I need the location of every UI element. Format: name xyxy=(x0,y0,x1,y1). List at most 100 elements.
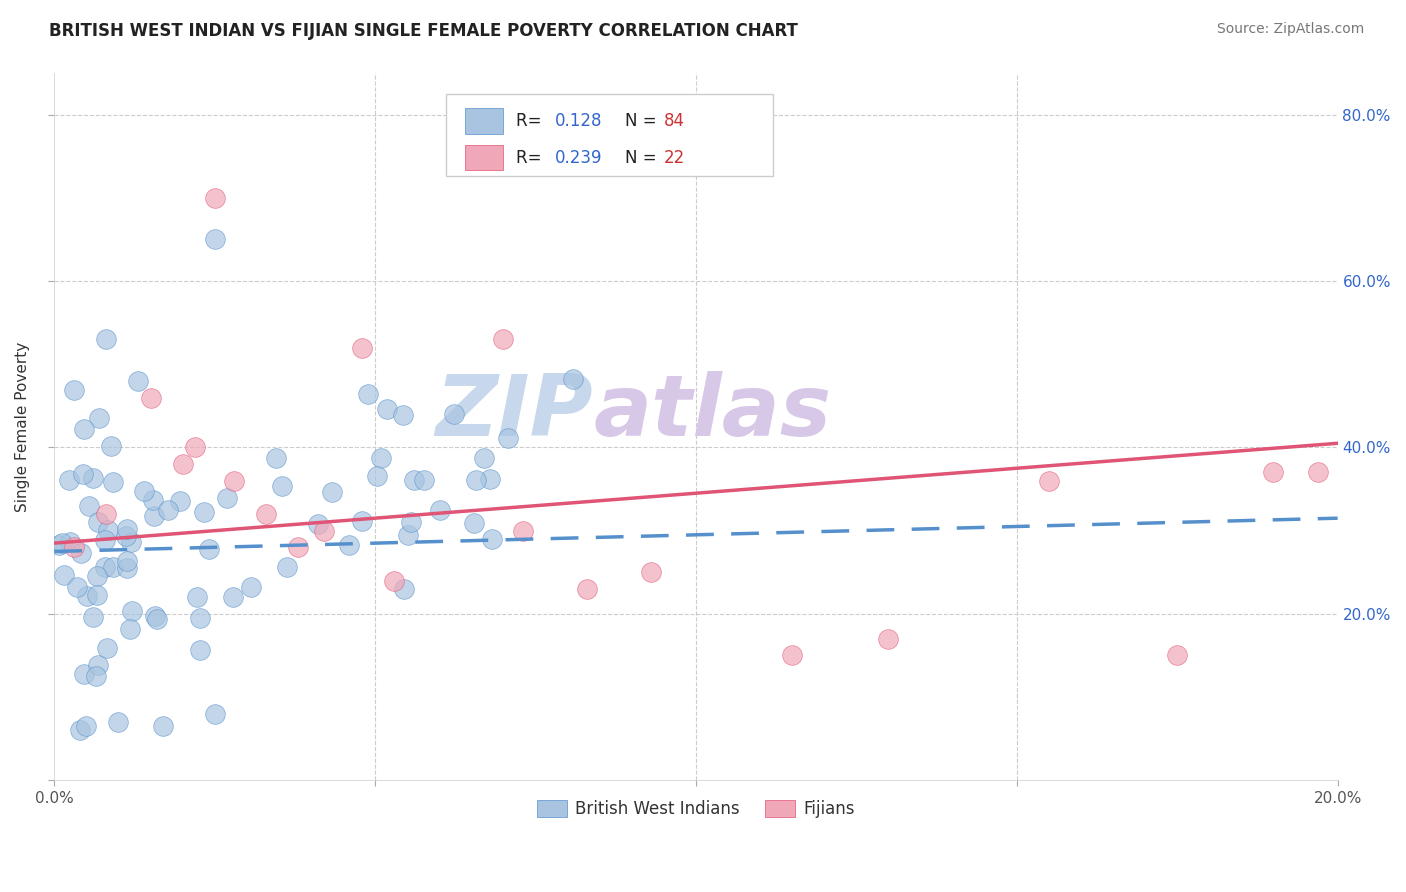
Point xyxy=(312,524,335,538)
Point xyxy=(366,468,388,483)
Point xyxy=(321,485,343,500)
Point xyxy=(107,714,129,729)
Point xyxy=(86,588,108,602)
Point xyxy=(143,608,166,623)
Point xyxy=(399,515,422,529)
Point xyxy=(142,493,165,508)
Point xyxy=(222,590,245,604)
Bar xyxy=(465,108,503,134)
Point xyxy=(94,533,117,548)
Point xyxy=(100,439,122,453)
Point xyxy=(86,568,108,582)
Point xyxy=(169,494,191,508)
Point xyxy=(188,643,211,657)
Point xyxy=(193,505,215,519)
Point xyxy=(62,541,84,555)
Point xyxy=(73,422,96,436)
Text: BRITISH WEST INDIAN VS FIJIAN SINGLE FEMALE POVERTY CORRELATION CHART: BRITISH WEST INDIAN VS FIJIAN SINGLE FEM… xyxy=(49,22,799,40)
Point xyxy=(204,191,226,205)
Point xyxy=(384,574,406,588)
Text: N =: N = xyxy=(626,112,657,130)
Point xyxy=(240,580,263,594)
Point xyxy=(101,475,124,490)
Point xyxy=(287,541,309,555)
Point xyxy=(87,411,110,425)
Point xyxy=(59,535,82,549)
Point xyxy=(70,546,93,560)
Point xyxy=(118,623,141,637)
Point xyxy=(222,474,245,488)
Point xyxy=(115,561,138,575)
Bar xyxy=(446,95,773,176)
Point xyxy=(75,719,97,733)
Point xyxy=(87,658,110,673)
Point xyxy=(184,441,207,455)
Point xyxy=(1038,474,1060,488)
Point xyxy=(375,402,398,417)
Point xyxy=(58,473,80,487)
Point xyxy=(73,667,96,681)
Point xyxy=(115,521,138,535)
Point xyxy=(1166,648,1188,663)
Text: ZIP: ZIP xyxy=(436,371,593,454)
Point xyxy=(48,538,70,552)
Text: N =: N = xyxy=(626,149,657,167)
Point xyxy=(77,499,100,513)
Point xyxy=(146,612,169,626)
Point xyxy=(398,528,420,542)
Point xyxy=(63,384,86,398)
Point xyxy=(94,332,117,346)
Point xyxy=(117,554,139,568)
Text: R=: R= xyxy=(516,112,547,130)
Point xyxy=(82,471,104,485)
Point xyxy=(512,524,534,538)
Point xyxy=(86,516,108,530)
Point xyxy=(443,408,465,422)
Point xyxy=(307,516,329,531)
Point xyxy=(82,610,104,624)
Text: 0.128: 0.128 xyxy=(555,112,602,130)
Point xyxy=(429,503,451,517)
Text: R=: R= xyxy=(516,149,547,167)
Point xyxy=(575,582,598,596)
Point xyxy=(1308,466,1330,480)
Point xyxy=(204,706,226,721)
Point xyxy=(94,560,117,574)
Text: 84: 84 xyxy=(664,112,685,130)
Point xyxy=(492,332,515,346)
Point xyxy=(52,568,75,582)
Point xyxy=(84,668,107,682)
Legend: British West Indians, Fijians: British West Indians, Fijians xyxy=(530,794,862,825)
Point xyxy=(337,538,360,552)
Point xyxy=(115,529,138,543)
Point xyxy=(156,502,179,516)
Text: atlas: atlas xyxy=(593,371,831,454)
Point xyxy=(94,507,117,521)
Point xyxy=(69,723,91,738)
Point xyxy=(404,473,426,487)
Point xyxy=(186,590,208,604)
Point xyxy=(392,409,415,423)
Text: Source: ZipAtlas.com: Source: ZipAtlas.com xyxy=(1216,22,1364,37)
Y-axis label: Single Female Poverty: Single Female Poverty xyxy=(15,342,30,512)
Point xyxy=(127,374,149,388)
Point xyxy=(496,431,519,445)
Point xyxy=(76,589,98,603)
Point xyxy=(394,582,416,597)
Point xyxy=(412,474,434,488)
Point xyxy=(350,514,373,528)
Point xyxy=(464,473,486,487)
Point xyxy=(472,450,495,465)
Text: 22: 22 xyxy=(664,149,685,167)
Point xyxy=(134,483,156,498)
Bar xyxy=(465,145,503,170)
Point xyxy=(478,472,501,486)
Point xyxy=(120,534,142,549)
Point xyxy=(877,632,900,646)
Point xyxy=(561,371,583,385)
Point xyxy=(215,491,238,505)
Point xyxy=(204,232,226,246)
Point xyxy=(271,478,294,492)
Point xyxy=(481,532,503,546)
Point xyxy=(266,450,288,465)
